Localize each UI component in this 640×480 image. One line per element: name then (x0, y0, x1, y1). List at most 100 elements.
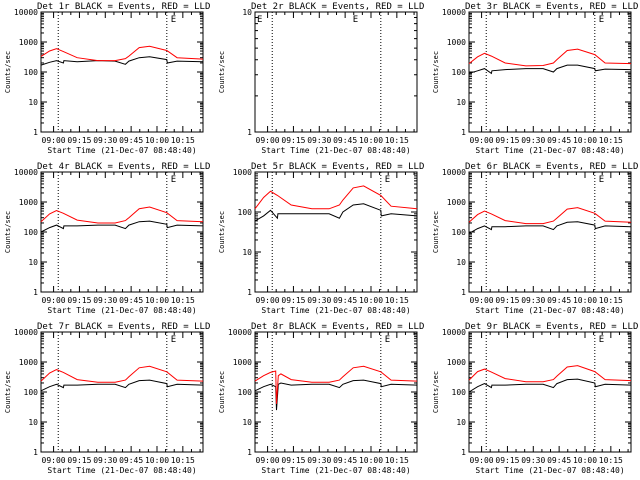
x-tick-label: 09:30 (521, 456, 545, 465)
x-tick-label: 10:15 (385, 296, 409, 305)
marker-flag: E (171, 335, 176, 345)
x-tick-label: 09:00 (470, 296, 494, 305)
x-axis-title: Start Time (21-Dec-07 08:48:40) (475, 306, 624, 315)
y-tick-label: 1 (461, 128, 466, 137)
marker-flag: E (171, 15, 176, 25)
x-tick-label: 09:15 (281, 296, 305, 305)
y-tick-label: 10 (456, 258, 466, 267)
x-tick-label: 10:15 (599, 136, 623, 145)
x-tick-label: 09:45 (333, 136, 357, 145)
lld-series-line (468, 48, 632, 67)
y-tick-label: 10 (242, 418, 252, 427)
x-tick-label: 09:45 (119, 136, 143, 145)
panel-title: Det 4r BLACK = Events, RED = LLD (37, 162, 210, 172)
x-tick-label: 10:00 (359, 136, 383, 145)
y-tick-label: 1 (33, 448, 38, 457)
x-tick-label: 10:15 (171, 456, 195, 465)
y-tick-label: 1000 (19, 38, 38, 47)
x-tick-label: 10:00 (573, 456, 597, 465)
lld-series-line (254, 185, 418, 210)
y-tick-label: 100 (452, 388, 467, 397)
x-tick-label: 09:30 (93, 136, 117, 145)
x-tick-label: 09:45 (119, 456, 143, 465)
y-tick-label: 1 (461, 448, 466, 457)
y-tick-label: 1 (33, 128, 38, 137)
y-tick-label: 1000 (19, 198, 38, 207)
plot-frame (40, 171, 204, 293)
x-tick-label: 10:15 (171, 136, 195, 145)
y-tick-label: 1000 (233, 358, 252, 367)
events-series-line (468, 221, 632, 234)
y-tick-label: 10 (28, 98, 38, 107)
plot-frame (40, 11, 204, 133)
marker-flag: E (599, 175, 604, 185)
x-tick-label: 09:15 (495, 456, 519, 465)
x-tick-label: 09:30 (307, 456, 331, 465)
x-tick-label: 10:15 (385, 456, 409, 465)
marker-flag: E (171, 175, 176, 185)
y-axis-title: Counts/sec (432, 371, 440, 413)
detector-panel-3: Det 3r BLACK = Events, RED = LLD 1 10 100 10… (432, 2, 638, 155)
y-tick-label: 100 (24, 68, 39, 77)
y-tick-label: 10000 (228, 328, 252, 337)
x-tick-label: 09:00 (470, 456, 494, 465)
x-tick-label: 09:00 (256, 136, 280, 145)
panel-title: Det 9r BLACK = Events, RED = LLD (465, 322, 638, 332)
detector-panel-2: Det 2r BLACK = Events, RED = LLD 1 10 09:00… (218, 2, 424, 155)
detector-panel-1: Det 1r BLACK = Events, RED = LLD 1 10 100 10… (4, 2, 210, 155)
marker-flag: E (599, 335, 604, 345)
x-tick-label: 09:30 (307, 136, 331, 145)
plot-frame (468, 171, 632, 293)
x-tick-label: 09:45 (547, 456, 571, 465)
y-tick-label: 1 (247, 448, 252, 457)
x-tick-label: 10:15 (599, 456, 623, 465)
marker-flag: E (385, 175, 390, 185)
x-tick-label: 09:45 (119, 296, 143, 305)
y-tick-label: 10 (28, 418, 38, 427)
events-series-line (254, 379, 418, 411)
y-tick-label: 10 (456, 98, 466, 107)
y-tick-label: 1000 (447, 198, 466, 207)
lld-series-line (254, 365, 418, 404)
x-axis-title: Start Time (21-Dec-07 08:48:40) (475, 466, 624, 475)
y-tick-label: 100 (24, 388, 39, 397)
y-tick-label: 1 (247, 128, 252, 137)
y-axis-title: Counts/sec (4, 51, 12, 93)
x-tick-label: 10:00 (145, 136, 169, 145)
x-tick-label: 10:00 (359, 456, 383, 465)
x-tick-label: 09:30 (521, 136, 545, 145)
x-tick-label: 10:00 (145, 296, 169, 305)
x-tick-label: 10:15 (171, 296, 195, 305)
events-series-line (468, 378, 632, 393)
x-tick-label: 09:15 (495, 136, 519, 145)
events-series-line (254, 203, 418, 222)
panel-title: Det 7r BLACK = Events, RED = LLD (37, 322, 210, 332)
y-axis-title: Counts/sec (4, 211, 12, 253)
marker-flag: E (599, 15, 604, 25)
x-tick-label: 09:30 (521, 296, 545, 305)
x-tick-label: 09:00 (256, 456, 280, 465)
marker-flag: E (385, 335, 390, 345)
y-axis-title: Counts/sec (432, 211, 440, 253)
y-tick-label: 10000 (442, 168, 466, 177)
y-tick-label: 1000 (19, 358, 38, 367)
plot-frame (40, 331, 204, 453)
y-tick-label: 1000 (447, 38, 466, 47)
marker-flag: E (257, 15, 262, 25)
events-series-line (40, 379, 204, 392)
x-tick-label: 10:00 (145, 456, 169, 465)
y-tick-label: 100 (238, 388, 253, 397)
y-axis-title: Counts/sec (218, 51, 226, 93)
x-tick-label: 09:00 (256, 296, 280, 305)
x-tick-label: 09:15 (281, 456, 305, 465)
x-tick-label: 09:15 (495, 296, 519, 305)
x-tick-label: 09:30 (93, 456, 117, 465)
y-tick-label: 1000 (233, 168, 252, 177)
y-tick-label: 10000 (14, 328, 38, 337)
x-tick-label: 09:00 (470, 136, 494, 145)
plot-frame (254, 171, 418, 293)
x-tick-label: 10:00 (573, 136, 597, 145)
detector-panel-9: Det 9r BLACK = Events, RED = LLD 1 10 100 10… (432, 322, 638, 475)
detector-panel-8: Det 8r BLACK = Events, RED = LLD 1 10 100 10… (218, 322, 424, 475)
